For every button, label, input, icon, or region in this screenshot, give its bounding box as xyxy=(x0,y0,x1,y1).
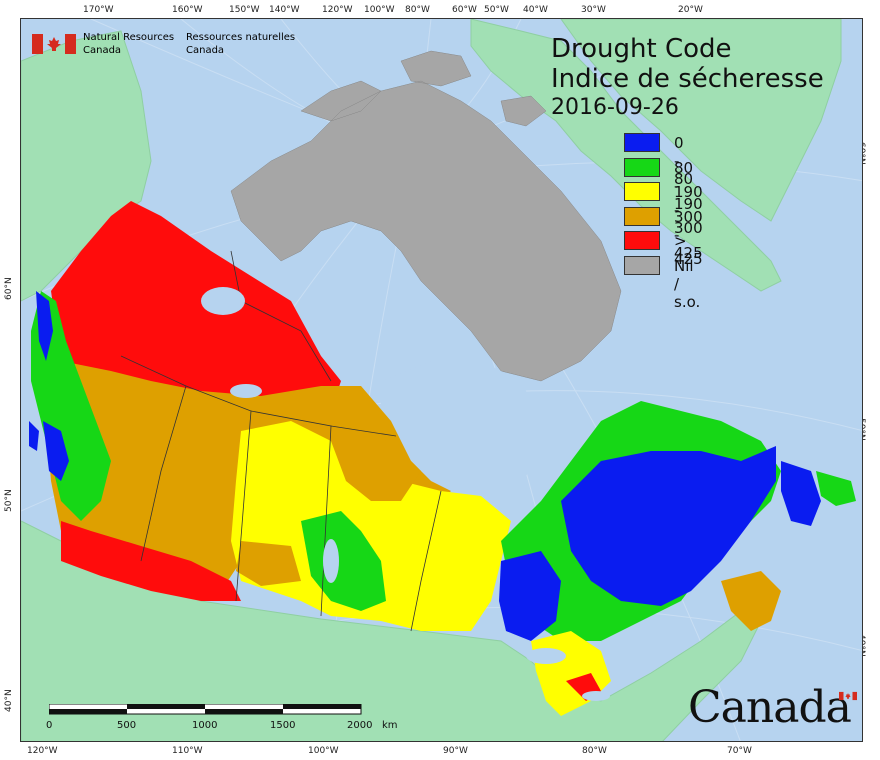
lon-label-bottom: 70°W xyxy=(727,746,752,756)
lat-label-left: 50°N xyxy=(4,489,14,512)
canada-flag-icon xyxy=(32,34,76,54)
legend-label: Nil / s.o. xyxy=(674,256,701,311)
legend-swatch xyxy=(624,182,660,201)
lakes xyxy=(201,287,610,701)
scale-tick-label: 1500 xyxy=(270,720,296,731)
title-en: Drought Code xyxy=(551,34,732,64)
title-fr: Indice de sécheresse xyxy=(551,64,824,94)
region-yellow-central xyxy=(231,421,511,631)
region-quebec-blue xyxy=(561,446,776,606)
map-date: 2016-09-26 xyxy=(551,95,679,120)
hudson-bay xyxy=(381,361,541,521)
scale-tick-label: 0 xyxy=(46,720,53,731)
legend-swatch xyxy=(624,157,660,177)
lon-label-top: 80°W xyxy=(405,5,430,15)
agency-name-en: Natural Resources Canada xyxy=(83,31,174,57)
region-labrador-blue xyxy=(781,461,821,526)
lon-label-bottom: 90°W xyxy=(443,746,468,756)
wordmark-text: Canada xyxy=(688,682,852,733)
lon-label-top: 100°W xyxy=(364,5,395,15)
region-bc-red xyxy=(61,521,241,601)
map-title: Drought Code Indice de sécheresse xyxy=(551,34,824,94)
scale-tick-label: 2000 xyxy=(347,720,373,731)
lon-label-top: 60°W xyxy=(452,5,477,15)
canada-wordmark: Canada xyxy=(688,682,857,733)
lon-label-bottom: 120°W xyxy=(27,746,58,756)
lon-label-top: 20°W xyxy=(678,5,703,15)
agency-en-line2: Canada xyxy=(83,45,122,56)
lon-label-bottom: 110°W xyxy=(172,746,203,756)
alaska-land xyxy=(21,30,152,302)
region-ontario-blue xyxy=(499,551,561,641)
region-newfoundland-green xyxy=(816,471,856,506)
lon-label-top: 160°W xyxy=(172,5,203,15)
wordmark-flag-icon xyxy=(838,691,857,701)
legend-swatch xyxy=(624,255,660,275)
lon-label-top: 30°W xyxy=(581,5,606,15)
legend-swatch xyxy=(624,206,660,226)
provincial-borders xyxy=(120,250,442,632)
agency-fr-line1: Ressources naturelles xyxy=(186,32,296,43)
scale-tick-label: 1000 xyxy=(192,720,218,731)
lon-label-bottom: 80°W xyxy=(582,746,607,756)
legend-label: > 425 xyxy=(674,232,703,268)
lon-label-top: 150°W xyxy=(229,5,260,15)
map-canvas: 0 500 1000 1500 2000 km xyxy=(20,18,863,742)
scale-tick-label: 500 xyxy=(117,720,137,731)
legend-swatch xyxy=(624,133,660,152)
region-orange-patches xyxy=(236,431,421,586)
agency-fr-line2: Canada xyxy=(186,45,225,56)
map-graphic xyxy=(21,19,862,741)
scale-bar-graphic xyxy=(49,704,362,715)
legend-label: 0 - 80 xyxy=(674,134,694,188)
legend-label: 300 - 425 xyxy=(674,207,703,262)
lon-label-top: 140°W xyxy=(269,5,300,15)
region-west-green xyxy=(31,291,111,521)
lon-label-top: 50°W xyxy=(484,5,509,15)
region-west-blue xyxy=(29,291,69,481)
legend-swatch xyxy=(624,231,660,250)
lon-label-bottom: 100°W xyxy=(308,746,339,756)
agency-en-line1: Natural Resources xyxy=(83,32,175,43)
lon-label-top: 170°W xyxy=(83,5,114,15)
arctic-archipelago xyxy=(230,50,622,382)
lat-label-left: 40°N xyxy=(4,689,14,712)
lat-label-left: 60°N xyxy=(4,277,14,300)
agency-name-fr: Ressources naturelles Canada xyxy=(186,31,295,57)
lon-label-top: 40°W xyxy=(523,5,548,15)
legend-label: 190 - 300 xyxy=(674,183,703,237)
lon-label-top: 120°W xyxy=(322,5,353,15)
region-maritimes xyxy=(721,571,781,631)
legend-label: 80 - 190 xyxy=(674,158,703,213)
scale-unit-label: km xyxy=(382,720,398,731)
